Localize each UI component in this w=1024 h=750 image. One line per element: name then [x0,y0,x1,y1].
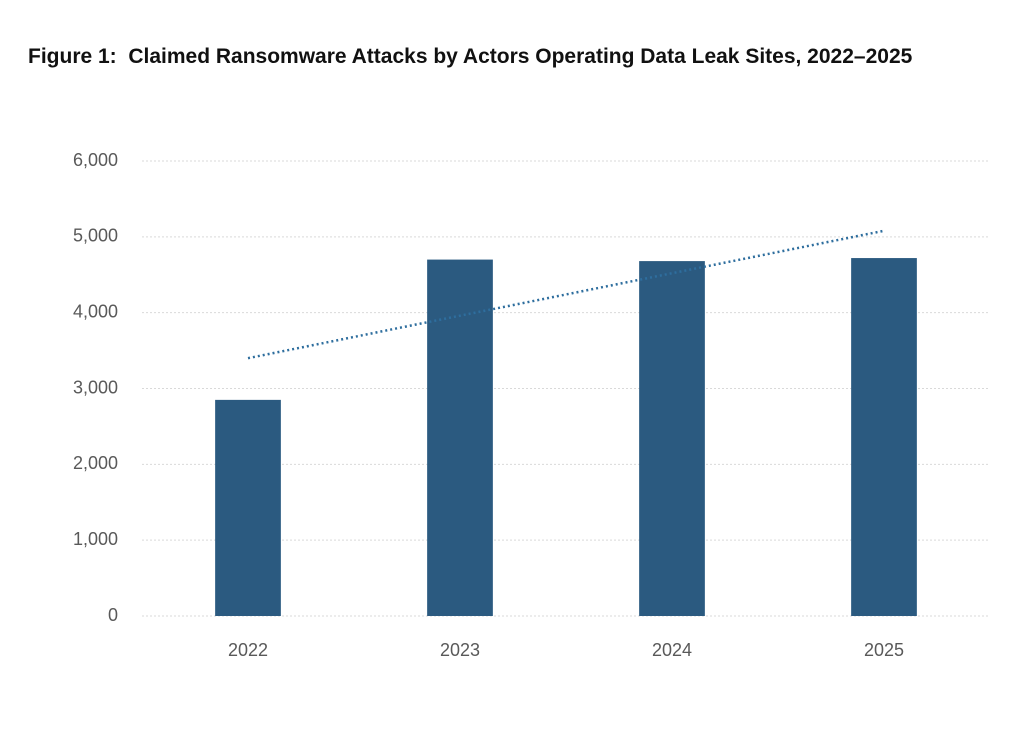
bar [639,261,705,616]
y-tick-label: 3,000 [73,377,118,397]
x-tick-label: 2024 [652,640,692,660]
x-tick-label: 2025 [864,640,904,660]
x-tick-label: 2022 [228,640,268,660]
y-tick-label: 2,000 [73,453,118,473]
y-tick-label: 6,000 [73,150,118,170]
bar [215,399,281,616]
y-tick-label: 1,000 [73,529,118,549]
chart-title: Figure 1: Claimed Ransomware Attacks by … [28,45,913,68]
x-tick-label: 2023 [440,640,480,660]
bar [427,259,493,616]
y-tick-label: 0 [108,605,118,625]
y-tick-label: 5,000 [73,226,118,246]
trend-line [247,229,885,360]
y-tick-label: 4,000 [73,301,118,321]
bar [851,258,917,616]
